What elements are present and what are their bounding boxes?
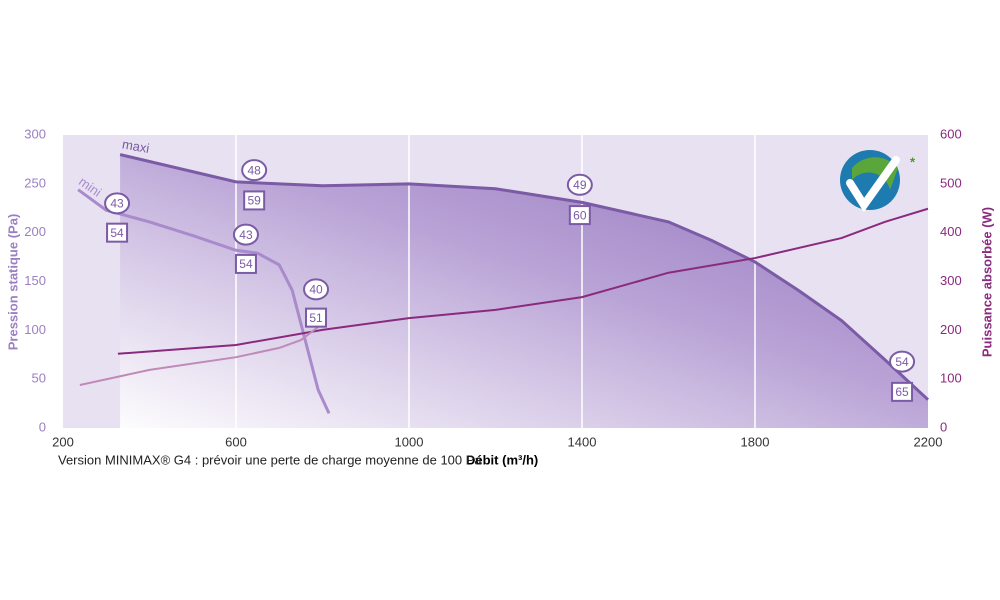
marker-circle	[232, 223, 259, 246]
y2-tick-label: 300	[940, 273, 962, 288]
marker-circle	[566, 173, 593, 196]
y2-tick-label: 200	[940, 322, 962, 337]
y-tick-label: 250	[24, 175, 46, 190]
y-tick-label: 200	[24, 224, 46, 239]
y-tick-label: 100	[24, 322, 46, 337]
series-line	[117, 207, 929, 355]
series-line	[119, 153, 930, 401]
x-tick-label: 1800	[741, 434, 770, 449]
series-label: maxi	[121, 136, 151, 156]
marker-circle	[303, 278, 330, 301]
area-fill	[120, 154, 929, 429]
marker-label: 51	[309, 311, 323, 325]
series-line	[77, 188, 331, 414]
y2-axis-label: Puissance absorbée (W)	[979, 207, 994, 357]
marker-circle	[889, 350, 916, 373]
y2-tick-label: 500	[940, 175, 962, 190]
marker-square	[106, 222, 129, 243]
marker-circle	[104, 192, 131, 215]
marker-label: 48	[247, 163, 261, 177]
x-tick-label: 200	[52, 434, 74, 449]
marker-square	[305, 307, 328, 328]
marker-label: 43	[110, 197, 124, 211]
marker-circle	[241, 159, 268, 182]
y-tick-label: 0	[39, 419, 46, 434]
marker-square	[234, 253, 257, 274]
footnote: Version MINIMAX® G4 : prévoir une perte …	[58, 452, 482, 467]
marker-label: 49	[573, 178, 587, 192]
y-tick-label: 50	[32, 371, 46, 386]
y-tick-label: 150	[24, 273, 46, 288]
marker-label: 43	[239, 228, 253, 242]
marker-square	[891, 381, 914, 402]
x-tick-label: 600	[225, 434, 247, 449]
marker-square	[243, 190, 266, 211]
marker-label: 54	[895, 355, 909, 369]
y-tick-label: 300	[24, 126, 46, 141]
y2-tick-label: 0	[940, 419, 947, 434]
x-tick-label: 2200	[914, 434, 943, 449]
y2-tick-label: 600	[940, 126, 962, 141]
y2-tick-label: 400	[940, 224, 962, 239]
marker-label: 59	[247, 194, 261, 208]
x-tick-label: 1400	[568, 434, 597, 449]
y2-tick-label: 100	[940, 371, 962, 386]
y-axis-label: Pression statique (Pa)	[5, 214, 20, 351]
logo-mark: *	[910, 154, 916, 169]
x-axis-label: Débit (m³/h)	[466, 452, 538, 467]
x-tick-label: 1000	[395, 434, 424, 449]
marker-label: 60	[573, 208, 587, 222]
marker-square	[568, 205, 591, 226]
logo: *	[840, 150, 916, 213]
marker-label: 65	[895, 385, 909, 399]
series-line	[79, 326, 319, 387]
marker-label: 54	[239, 257, 253, 271]
marker-label: 40	[309, 282, 323, 296]
marker-label: 54	[110, 226, 124, 240]
